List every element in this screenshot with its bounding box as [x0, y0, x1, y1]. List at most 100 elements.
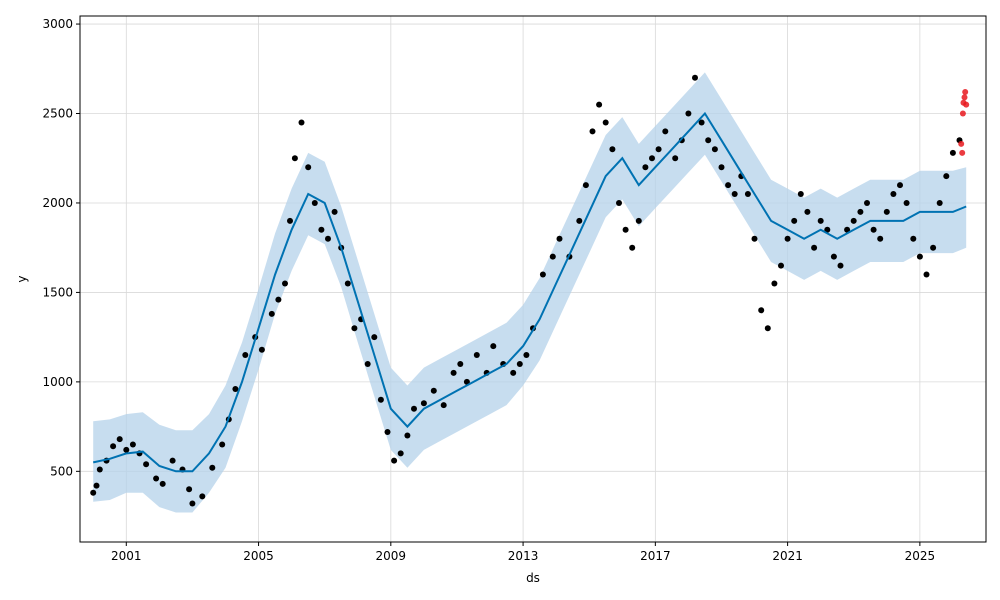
observed-point — [711, 146, 718, 153]
observed-point — [242, 352, 249, 358]
observed-point — [791, 217, 798, 224]
x-axis-ticks: 2001 2005 2009 2013 2017 2021 2025 — [111, 542, 935, 563]
y-tick-label: 3000 — [42, 17, 73, 31]
observed-point — [420, 400, 427, 407]
observed-point — [371, 334, 378, 341]
observed-point — [282, 280, 288, 287]
observed-point — [629, 244, 636, 251]
observed-point — [725, 182, 732, 189]
observed-point — [169, 457, 176, 464]
observed-point — [685, 110, 692, 117]
observed-point — [943, 173, 950, 180]
observed-point — [275, 296, 282, 303]
observed-point — [890, 191, 897, 197]
observed-point — [718, 164, 725, 171]
observed-point — [549, 253, 556, 260]
observed-point — [219, 441, 226, 448]
x-tick-label: 2025 — [905, 549, 936, 563]
observed-point — [609, 146, 616, 153]
y-tick-label: 2500 — [42, 107, 73, 121]
observed-point — [473, 352, 480, 358]
observed-point — [440, 402, 447, 409]
y-axis-label: y — [15, 275, 29, 282]
y-tick-label: 1000 — [42, 375, 73, 389]
observed-point — [90, 489, 97, 496]
observed-point — [672, 155, 679, 162]
observed-point — [817, 217, 824, 224]
observed-point — [864, 200, 870, 206]
observed-point — [199, 493, 206, 500]
observed-point — [850, 217, 857, 224]
observed-point — [159, 480, 166, 487]
observed-point — [649, 155, 655, 162]
observed-point — [110, 443, 117, 450]
observed-point — [930, 244, 937, 251]
observed-point — [411, 405, 417, 412]
observed-point — [744, 191, 751, 197]
forecast-point — [959, 149, 966, 156]
observed-point — [490, 343, 497, 350]
observed-point — [662, 128, 669, 135]
observed-point — [556, 235, 563, 242]
y-tick-label: 500 — [50, 464, 73, 478]
observed-point — [830, 253, 837, 260]
observed-point — [268, 310, 275, 317]
observed-point — [751, 235, 758, 242]
forecast-point — [958, 140, 965, 147]
observed-point — [870, 226, 877, 233]
observed-point — [391, 457, 398, 464]
observed-point — [903, 200, 910, 206]
observed-point — [596, 101, 603, 108]
observed-point — [576, 217, 583, 224]
observed-point — [232, 386, 239, 392]
x-tick-label: 2005 — [243, 549, 274, 563]
observed-point — [404, 432, 411, 439]
observed-point — [123, 446, 130, 453]
observed-point — [510, 369, 517, 376]
forecast-point — [963, 101, 970, 108]
observed-point — [96, 466, 103, 473]
observed-point — [910, 235, 917, 242]
observed-point — [377, 396, 384, 403]
observed-point — [771, 280, 778, 287]
observed-point — [642, 164, 649, 171]
trend-line — [92, 111, 967, 473]
observed-point — [351, 325, 358, 332]
observed-point — [784, 235, 791, 242]
observed-point — [857, 208, 864, 215]
observed-point — [457, 361, 464, 367]
observed-point — [463, 378, 470, 385]
observed-point — [804, 208, 811, 215]
plot-frame — [79, 15, 987, 543]
observed-point — [325, 235, 331, 242]
observed-point — [344, 280, 351, 287]
observed-point — [331, 208, 338, 215]
observed-point — [923, 271, 930, 278]
observed-point — [287, 217, 293, 224]
observed-point — [384, 429, 391, 435]
observed-point — [655, 146, 662, 153]
observed-point — [698, 119, 705, 126]
observed-point — [397, 450, 404, 457]
observed-point — [778, 262, 784, 269]
x-tick-label: 2021 — [772, 549, 803, 563]
observed-point — [291, 155, 298, 162]
observed-point — [949, 149, 956, 156]
observed-point — [153, 475, 160, 482]
observed-point — [318, 226, 325, 233]
observed-point — [523, 352, 530, 358]
observed-points — [90, 74, 963, 507]
observed-point — [936, 200, 943, 206]
y-tick-label: 1500 — [42, 285, 73, 299]
observed-point — [811, 244, 818, 251]
observed-point — [298, 119, 305, 126]
forecast-point — [962, 89, 969, 95]
observed-point — [116, 436, 123, 443]
observed-point — [635, 217, 642, 224]
observed-point — [731, 191, 738, 197]
observed-point — [844, 226, 851, 233]
observed-point — [589, 128, 596, 135]
x-tick-label: 2013 — [508, 549, 539, 563]
